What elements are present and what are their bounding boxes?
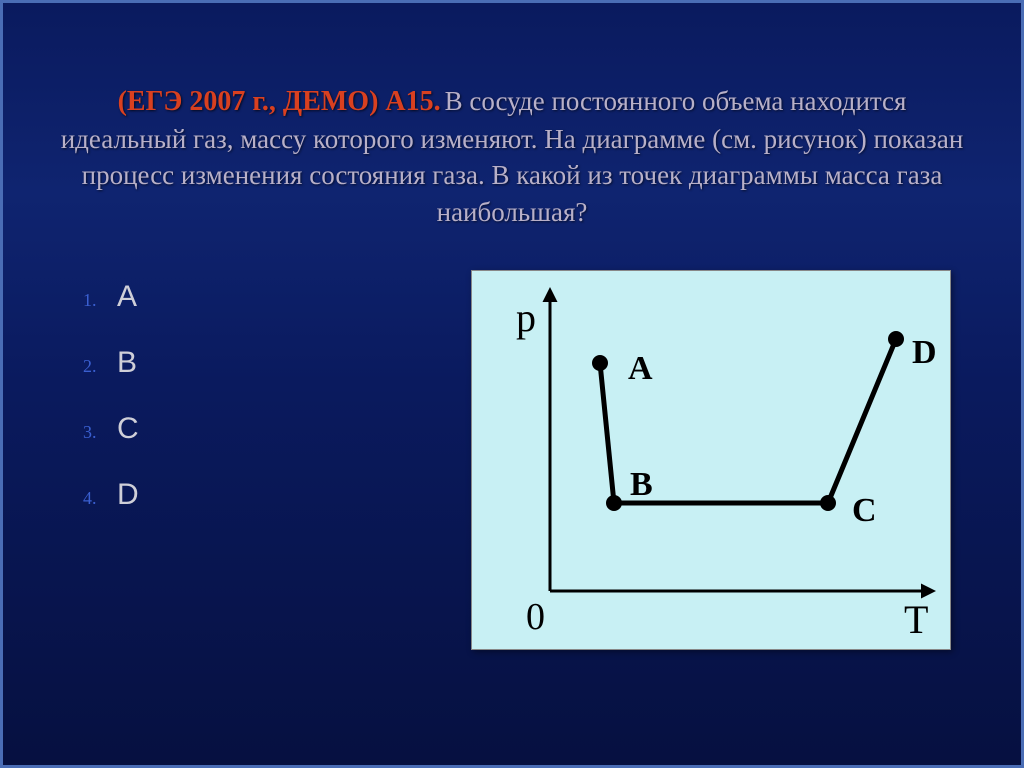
slide: (ЕГЭ 2007 г., ДЕМО) А15. В сосуде постоя…	[3, 3, 1021, 765]
answer-options: 1. A 2. B 3. C 4. D	[53, 270, 139, 544]
option-letter: C	[117, 412, 139, 446]
option-c[interactable]: 3. C	[83, 412, 139, 446]
option-number: 4.	[83, 488, 117, 509]
svg-text:T: T	[904, 597, 928, 642]
title-prefix: (ЕГЭ 2007 г., ДЕМО) А15.	[118, 86, 441, 117]
content-row: 1. A 2. B 3. C 4. D ABCDpT0	[53, 270, 971, 650]
svg-text:B: B	[630, 466, 653, 503]
option-letter: B	[117, 346, 137, 380]
svg-text:p: p	[516, 295, 536, 340]
pt-diagram: A B C Dp T 0	[471, 270, 951, 650]
option-a[interactable]: 1. A	[83, 280, 139, 314]
diagram-svg: A B C Dp T 0	[472, 271, 952, 651]
svg-text:A: A	[628, 350, 653, 387]
option-number: 2.	[83, 356, 117, 377]
question-title: (ЕГЭ 2007 г., ДЕМО) А15. В сосуде постоя…	[53, 83, 971, 230]
svg-text:D: D	[912, 334, 937, 371]
svg-text:0: 0	[526, 596, 545, 638]
option-d[interactable]: 4. D	[83, 478, 139, 512]
option-letter: D	[117, 478, 139, 512]
option-number: 1.	[83, 290, 117, 311]
option-number: 3.	[83, 422, 117, 443]
svg-text:C: C	[852, 492, 877, 529]
option-b[interactable]: 2. B	[83, 346, 139, 380]
option-letter: A	[117, 280, 137, 314]
